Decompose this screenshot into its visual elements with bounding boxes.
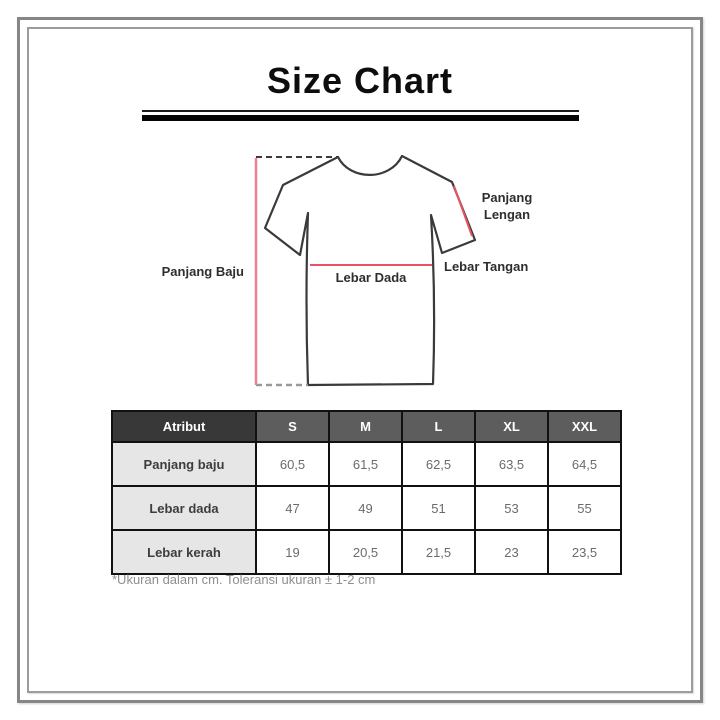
cell-lebar-kerah-xl: 23 bbox=[474, 529, 549, 575]
measurement-footnote: *Ukuran dalam cm. Toleransi ukuran ± 1-2… bbox=[112, 572, 376, 587]
tshirt-diagram bbox=[254, 154, 477, 387]
outer-frame-border bbox=[17, 17, 703, 703]
title-divider bbox=[142, 110, 579, 121]
column-header-s: S bbox=[255, 410, 330, 443]
cell-lebar-kerah-xxl: 23,5 bbox=[547, 529, 622, 575]
label-panjang-lengan-line1: Panjang bbox=[481, 190, 533, 205]
cell-panjang-baju-s: 60,5 bbox=[255, 441, 330, 487]
label-panjang-lengan: Panjang Lengan bbox=[468, 189, 546, 223]
label-lebar-dada: Lebar Dada bbox=[335, 270, 407, 285]
divider-thick-line bbox=[142, 115, 579, 121]
label-panjang-baju: Panjang Baju bbox=[161, 264, 244, 279]
cell-panjang-baju-xl: 63,5 bbox=[474, 441, 549, 487]
cell-lebar-dada-xl: 53 bbox=[474, 485, 549, 531]
cell-lebar-dada-m: 49 bbox=[328, 485, 403, 531]
size-table: Atribut S M L XL XXL Panjang baju 60,5 6… bbox=[111, 410, 622, 575]
table-row: Lebar dada 47 49 51 53 55 bbox=[111, 485, 622, 531]
row-label-panjang-baju: Panjang baju bbox=[111, 441, 257, 487]
cell-lebar-dada-s: 47 bbox=[255, 485, 330, 531]
inner-frame-border bbox=[27, 27, 693, 693]
cell-lebar-kerah-l: 21,5 bbox=[401, 529, 476, 575]
label-lebar-tangan: Lebar Tangan bbox=[444, 259, 529, 274]
divider-thin-line bbox=[142, 110, 579, 112]
column-header-xxl: XXL bbox=[547, 410, 622, 443]
column-header-m: M bbox=[328, 410, 403, 443]
row-label-lebar-dada: Lebar dada bbox=[111, 485, 257, 531]
label-panjang-lengan-line2: Lengan bbox=[483, 207, 531, 222]
table-row: Lebar kerah 19 20,5 21,5 23 23,5 bbox=[111, 529, 622, 575]
cell-lebar-kerah-m: 20,5 bbox=[328, 529, 403, 575]
column-header-atribut: Atribut bbox=[111, 410, 257, 443]
sleeve-length-measure-line bbox=[453, 185, 473, 237]
cell-lebar-dada-xxl: 55 bbox=[547, 485, 622, 531]
table-row: Panjang baju 60,5 61,5 62,5 63,5 64,5 bbox=[111, 441, 622, 487]
tshirt-outline bbox=[263, 154, 477, 387]
page-title: Size Chart bbox=[266, 60, 454, 101]
column-header-l: L bbox=[401, 410, 476, 443]
column-header-xl: XL bbox=[474, 410, 549, 443]
cell-panjang-baju-l: 62,5 bbox=[401, 441, 476, 487]
cell-panjang-baju-m: 61,5 bbox=[328, 441, 403, 487]
cell-lebar-kerah-s: 19 bbox=[255, 529, 330, 575]
row-label-lebar-kerah: Lebar kerah bbox=[111, 529, 257, 575]
size-table-header-row: Atribut S M L XL XXL bbox=[111, 410, 622, 443]
cell-panjang-baju-xxl: 64,5 bbox=[547, 441, 622, 487]
cell-lebar-dada-l: 51 bbox=[401, 485, 476, 531]
